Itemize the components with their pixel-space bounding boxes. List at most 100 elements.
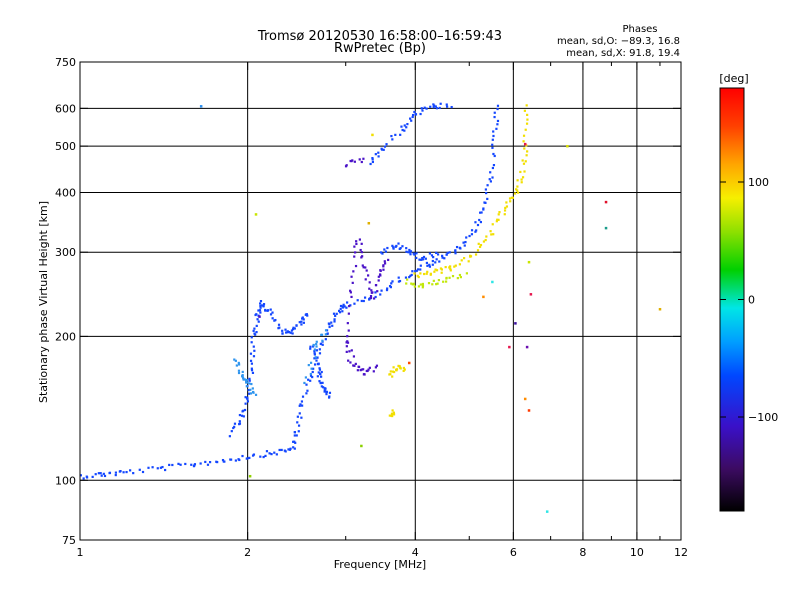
- data-point: [260, 304, 264, 307]
- data-point: [445, 276, 448, 280]
- data-point: [470, 229, 474, 232]
- data-point: [445, 103, 448, 106]
- data-point: [258, 309, 262, 312]
- data-point: [103, 474, 107, 478]
- data-point: [489, 180, 492, 183]
- data-point: [347, 329, 350, 332]
- data-point: [269, 313, 273, 316]
- data-point: [242, 415, 245, 418]
- data-point: [302, 321, 305, 324]
- data-point: [378, 273, 382, 276]
- data-point: [394, 245, 397, 248]
- data-point: [419, 268, 422, 271]
- data-point: [353, 364, 356, 367]
- data-point: [451, 274, 455, 278]
- data-point: [249, 392, 253, 395]
- data-point: [273, 451, 276, 454]
- data-point: [509, 200, 512, 203]
- plot-frame: [79, 61, 682, 541]
- data-point: [300, 320, 303, 323]
- data-point: [297, 430, 300, 433]
- data-point: [269, 308, 272, 311]
- data-point: [526, 150, 529, 153]
- colorbar-ticks: 100 0 −100: [720, 176, 778, 424]
- data-point: [245, 379, 248, 382]
- data-point: [373, 297, 376, 300]
- data-point: [312, 344, 315, 347]
- data-point: [492, 152, 495, 156]
- data-point: [341, 305, 344, 308]
- data-point: [496, 123, 499, 126]
- data-point: [125, 470, 128, 474]
- data-point: [355, 240, 358, 243]
- data-point: [255, 313, 258, 316]
- data-point: [285, 331, 288, 334]
- data-point: [428, 263, 431, 266]
- data-point: [527, 409, 531, 412]
- data-point: [433, 104, 436, 107]
- data-point: [398, 365, 401, 368]
- data-point: [361, 264, 364, 267]
- data-point: [325, 393, 328, 396]
- data-point: [435, 251, 438, 255]
- data-point: [379, 293, 382, 296]
- data-point: [277, 323, 281, 326]
- data-point: [262, 303, 266, 306]
- x-tick-label: 4: [412, 546, 419, 559]
- data-point: [389, 370, 392, 373]
- data-point: [482, 240, 486, 243]
- data-point: [356, 299, 359, 302]
- data-point: [94, 473, 97, 476]
- data-point: [425, 272, 428, 275]
- data-point: [408, 250, 411, 254]
- data-point: [300, 416, 303, 419]
- data-point: [421, 282, 424, 286]
- data-point: [424, 257, 427, 260]
- data-point: [345, 306, 348, 309]
- x-tick-label: 1: [77, 546, 84, 559]
- data-point: [347, 359, 350, 362]
- data-point: [309, 347, 312, 350]
- data-point: [171, 463, 174, 467]
- data-point: [436, 253, 440, 256]
- data-point: [244, 396, 247, 399]
- data-point: [479, 220, 483, 224]
- data-point: [156, 467, 159, 470]
- data-point: [346, 341, 350, 344]
- data-point: [367, 368, 370, 371]
- data-point: [391, 244, 394, 247]
- data-point: [259, 302, 262, 305]
- data-point: [392, 246, 395, 249]
- data-point: [293, 447, 296, 450]
- data-point: [401, 128, 404, 132]
- data-point: [405, 250, 408, 253]
- data-point: [421, 284, 425, 287]
- data-point: [492, 134, 495, 138]
- data-point: [193, 463, 197, 466]
- data-point: [405, 282, 408, 285]
- data-point: [397, 276, 400, 279]
- data-point: [353, 255, 356, 258]
- data-point: [318, 348, 321, 351]
- data-point: [345, 345, 348, 348]
- data-point: [434, 261, 437, 264]
- data-point: [397, 242, 400, 245]
- y-tick-label: 400: [55, 186, 76, 199]
- data-point: [385, 288, 389, 292]
- data-point: [525, 122, 529, 125]
- data-point: [100, 474, 103, 477]
- data-point: [434, 105, 437, 108]
- data-point: [291, 332, 294, 335]
- data-point: [408, 248, 411, 252]
- data-point: [407, 361, 411, 365]
- data-point: [503, 209, 507, 212]
- data-point: [430, 254, 434, 257]
- data-point: [474, 230, 477, 233]
- data-point: [132, 472, 135, 475]
- data-point: [354, 362, 357, 365]
- data-point: [474, 221, 477, 224]
- data-point: [241, 454, 244, 458]
- data-point: [470, 233, 474, 236]
- data-point: [525, 345, 529, 349]
- data-point: [374, 366, 377, 369]
